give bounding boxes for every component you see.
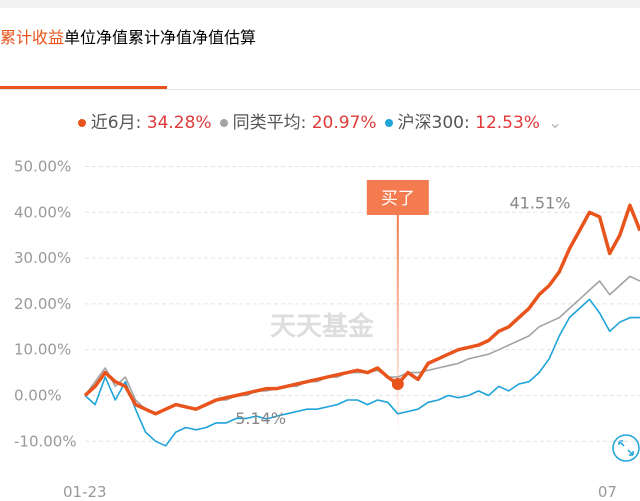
line [84, 275, 640, 415]
legend-value: 34.28% [146, 113, 212, 133]
y-tick-label: 50.00% [14, 157, 71, 175]
line [83, 203, 640, 416]
legend-entry: 同类平均: 20.97% [219, 113, 377, 133]
legend-dot [77, 119, 86, 127]
tab[interactable]: 累计净值 [128, 28, 193, 47]
watermark: 天天基金 [270, 311, 375, 342]
separator [0, 89, 640, 90]
legend-dot [219, 119, 228, 127]
line [84, 298, 640, 447]
min-label: 5.14% [235, 409, 286, 428]
legend-value: 12.53% [475, 113, 540, 133]
y-tick-label: 0.00% [14, 386, 62, 404]
y-tick-label: 30.00% [14, 249, 71, 267]
tab-underline [0, 86, 167, 89]
y-tick-label: 10.00% [14, 341, 71, 359]
legend: 近6月: 34.28% 同类平均: 20.97% 沪深300: 12.53% ⌄ [0, 108, 640, 133]
legend-entry: 沪深300: 12.53% [384, 113, 540, 133]
x-tick-label: 07 [598, 483, 617, 501]
x-tick-label: 01-23 [63, 483, 107, 501]
legend-entry: 近6月: 34.28% [77, 113, 212, 133]
tab[interactable]: 净值估算 [192, 28, 257, 47]
legend-name: 沪深300 [397, 113, 464, 133]
legend-name: 同类平均 [232, 113, 301, 133]
expand-icon[interactable] [612, 434, 640, 462]
buy-line [396, 215, 399, 435]
legend-value: 20.97% [311, 113, 377, 133]
legend-name: 近6月 [90, 113, 136, 133]
legend-dot [384, 119, 393, 127]
y-tick-label: 40.00% [14, 203, 71, 221]
buy-label: 买了 [381, 189, 415, 209]
legend-toggle: ⌄ [547, 113, 563, 133]
buy-badge [366, 180, 429, 215]
max-label: 41.51% [509, 193, 570, 212]
buy-point [391, 378, 404, 391]
y-tick-label: -10.00% [14, 432, 77, 450]
y-tick-label: 20.00% [14, 295, 71, 313]
status-bar [0, 0, 640, 8]
tab[interactable]: 单位净值 [64, 28, 129, 47]
tab-bar: 累计收益单位净值累计净值净值估算 [0, 24, 640, 88]
tab[interactable]: 累计收益 [0, 28, 65, 47]
